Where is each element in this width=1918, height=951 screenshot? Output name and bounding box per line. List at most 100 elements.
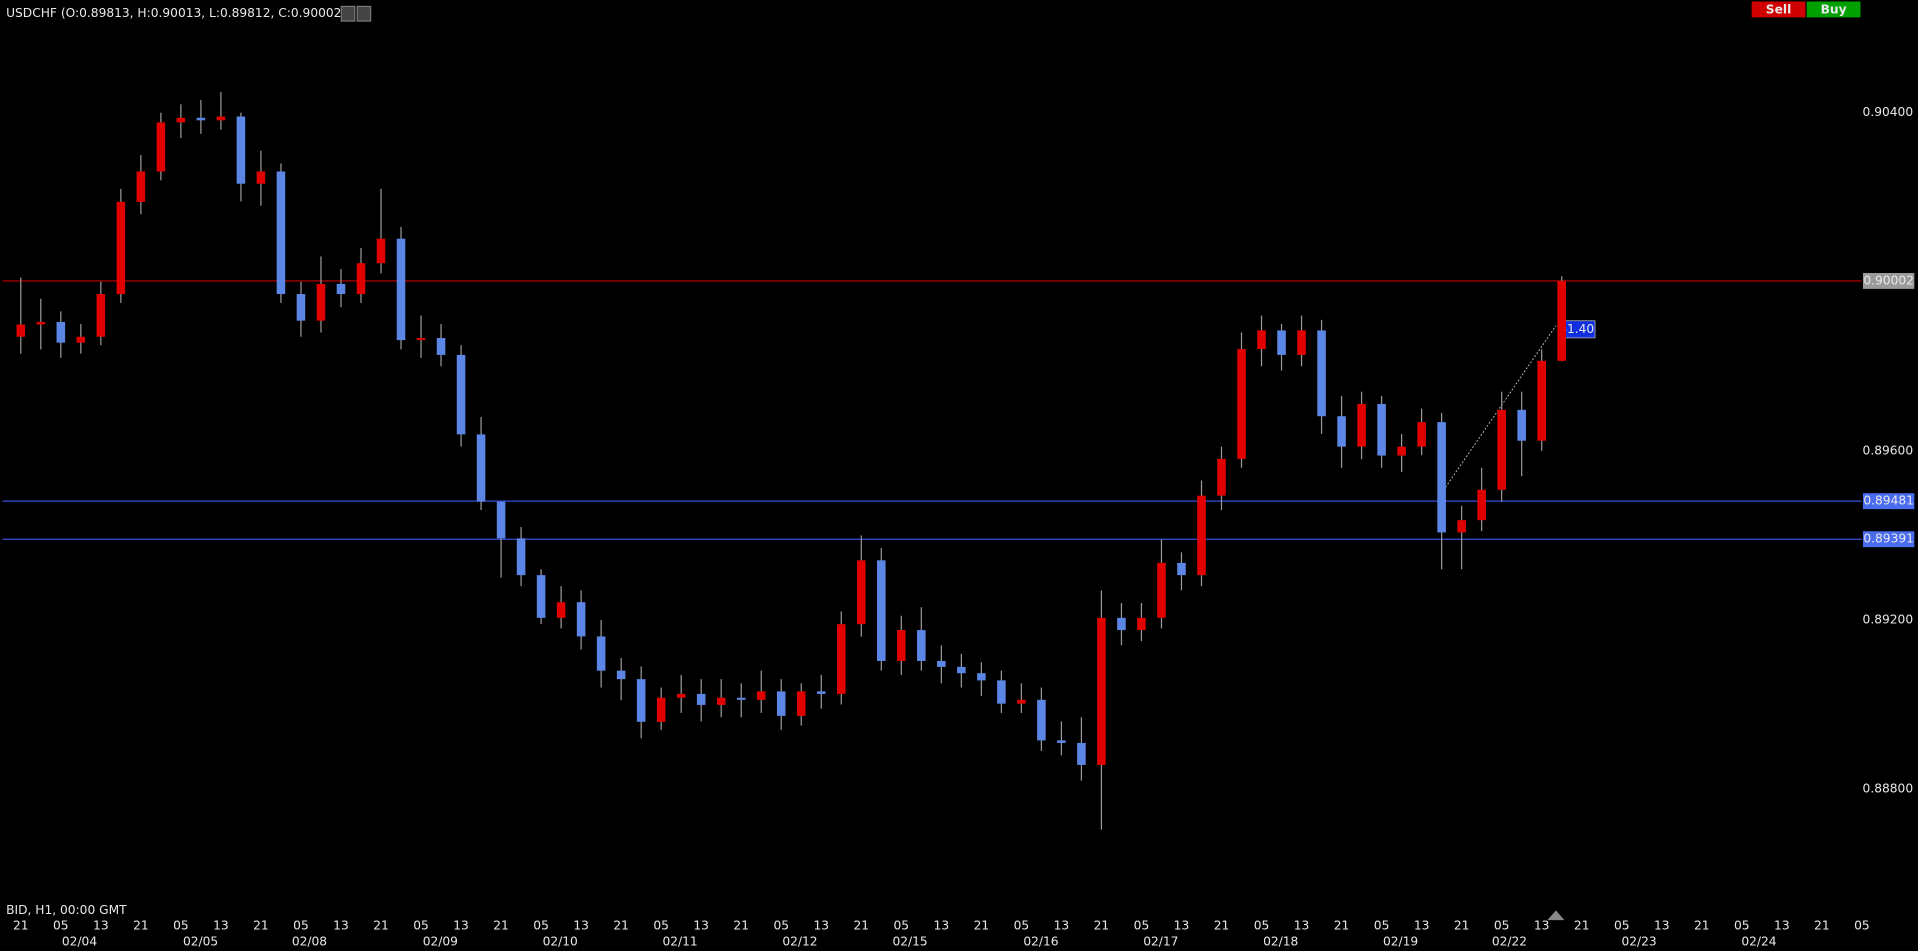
x-tick-label: 21 [733,919,749,933]
level-label: 0.89481 [1863,494,1914,508]
candle-body [616,670,626,680]
x-tick-label: 13 [1054,919,1070,933]
date-label: 02/22 [1492,935,1527,949]
x-tick-label: 21 [253,919,269,933]
x-tick-label: 21 [493,919,509,933]
candle-body [816,691,826,694]
x-tick-label: 21 [974,919,990,933]
candle-body [1177,562,1186,576]
x-tick-label: 13 [573,919,589,933]
x-tick-label: 05 [653,919,669,933]
candle-body [1037,699,1046,741]
x-tick-label: 05 [1134,919,1150,933]
x-tick-label: 05 [1494,919,1510,933]
candle-body [216,116,226,121]
candle-body [56,321,66,343]
candle-body [676,693,686,698]
candle-body [776,691,786,716]
candle-body [1457,520,1466,533]
candle-body [576,602,586,637]
candle-body [16,324,26,337]
candle-body [656,697,666,722]
candle-body [436,338,446,355]
candle-body [1497,409,1506,490]
candle-body [496,501,506,539]
x-tick-label: 05 [173,919,189,933]
candle-body [957,666,966,674]
date-label: 02/04 [62,935,97,949]
x-tick-label: 21 [613,919,629,933]
x-tick-label: 21 [1094,919,1110,933]
candle-body [1297,330,1306,355]
candle-body [1237,349,1246,459]
x-tick-label: 05 [894,919,910,933]
candle-body [256,171,266,184]
candle-body [536,575,546,618]
y-tick-label: 0.90400 [1863,105,1914,119]
candle-body [836,624,846,694]
candle-body [1557,280,1566,361]
buy-label[interactable]: Buy [1821,3,1847,17]
candle-body [736,697,746,700]
close-icon[interactable] [356,5,372,22]
candle-body [997,680,1006,704]
sell-label[interactable]: Sell [1766,3,1791,17]
candle-body [156,122,166,172]
x-tick-label: 13 [1774,919,1790,933]
date-label: 02/19 [1383,935,1418,949]
scroll-marker[interactable] [1547,910,1565,921]
candle-body [356,263,366,295]
candle-body [1157,562,1166,618]
buy-button[interactable] [1806,1,1861,18]
candle-body [1017,699,1026,704]
x-tick-label: 05 [1614,919,1630,933]
x-tick-label: 21 [1214,919,1230,933]
candle-body [857,560,866,625]
settings-icon[interactable] [340,5,356,22]
candle-body [456,354,466,435]
candle-body [1477,489,1486,521]
sell-button[interactable] [1751,1,1806,18]
candle-body [636,679,646,722]
candle-body [1377,403,1386,456]
date-label: 02/17 [1143,935,1178,949]
candle-body [1097,617,1106,765]
level-label: 0.89391 [1863,532,1914,546]
candle-body [1137,617,1146,631]
candle-body [977,673,986,681]
candle-body [917,630,926,661]
date-label: 02/16 [1023,935,1058,949]
x-tick-label: 13 [813,919,829,933]
candle-body [196,117,206,121]
date-label: 02/10 [543,935,578,949]
candle-body [877,560,886,661]
candle-body [937,660,946,667]
candle-body [556,602,566,618]
date-label: 02/11 [662,935,697,949]
y-tick-label: 0.89600 [1863,443,1914,457]
date-label: 02/09 [423,935,458,949]
x-tick-label: 21 [1334,919,1350,933]
candle-body [236,116,246,184]
candle-body [316,283,326,321]
candle-body [1337,416,1346,447]
x-tick-label: 05 [773,919,789,933]
candle-body [596,636,606,671]
y-tick-label: 0.89200 [1863,612,1914,626]
x-tick-label: 21 [1574,919,1590,933]
candle-body [716,697,726,705]
x-tick-label: 13 [693,919,709,933]
candle-body [36,321,46,325]
candle-body [96,294,106,337]
candle-body [796,691,806,716]
candle-body [516,538,526,576]
x-tick-label: 21 [133,919,149,933]
x-tick-label: 13 [1294,919,1310,933]
candle-body [1537,360,1546,441]
candle-body [336,283,346,295]
candle-body [116,201,126,295]
candle-body [1057,740,1066,743]
